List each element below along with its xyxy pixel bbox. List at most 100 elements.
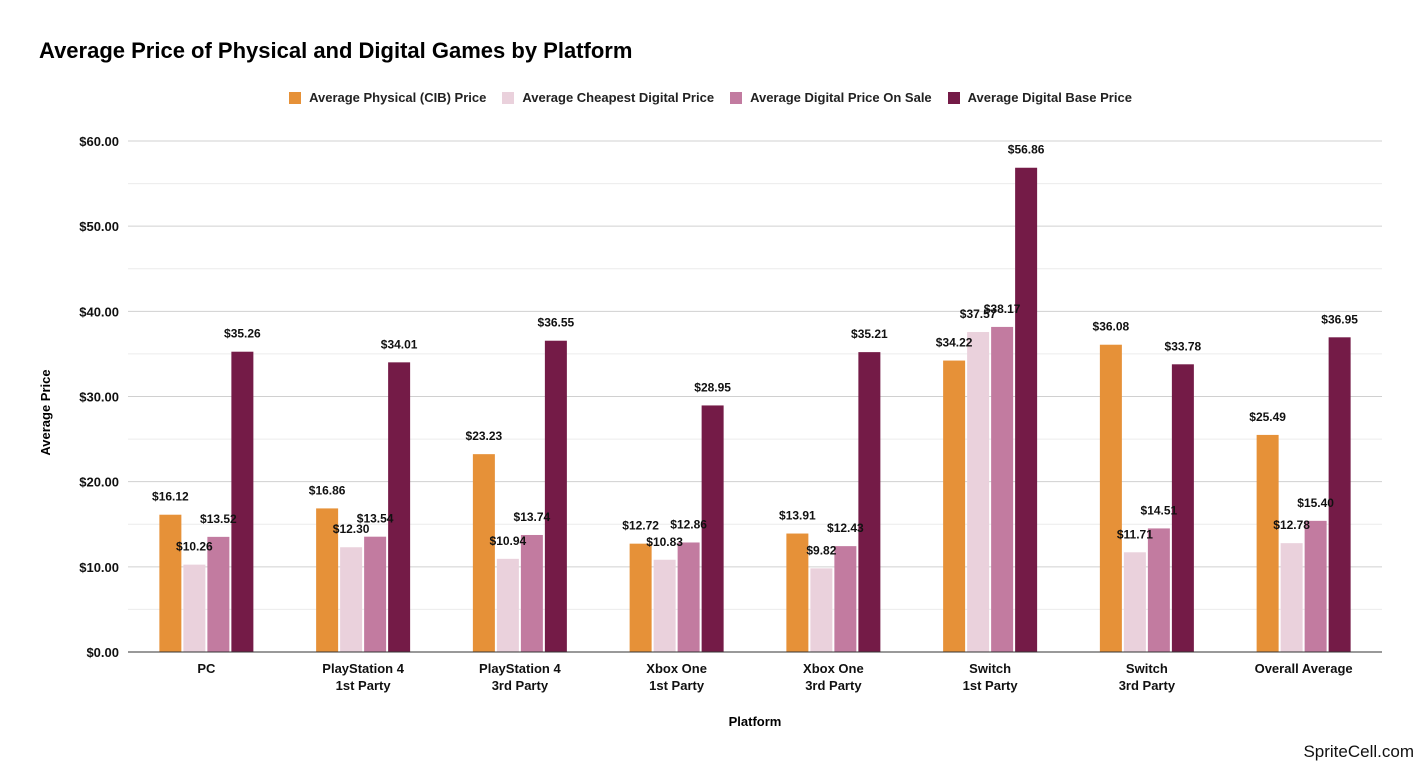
data-label: $16.12 <box>152 490 189 504</box>
legend-item-digital-base: Average Digital Base Price <box>947 90 1132 105</box>
y-tick-label: $0.00 <box>86 645 119 660</box>
data-label: $12.72 <box>622 519 659 533</box>
bar <box>231 351 254 652</box>
bar <box>544 340 567 652</box>
bar <box>1256 434 1279 652</box>
data-label: $34.22 <box>936 336 973 350</box>
bar <box>472 454 495 652</box>
data-label: $10.94 <box>490 534 527 548</box>
legend-swatch-digital-sale <box>730 91 743 104</box>
bar <box>1328 337 1351 652</box>
data-label: $13.54 <box>357 512 394 526</box>
bar <box>340 547 363 652</box>
data-label: $33.78 <box>1165 339 1202 353</box>
data-label: $56.86 <box>1008 143 1045 157</box>
bar <box>701 405 724 652</box>
data-label: $16.86 <box>309 483 346 497</box>
y-tick-label: $50.00 <box>79 219 119 234</box>
bar <box>991 326 1014 652</box>
bar <box>207 536 230 652</box>
x-tick-label: Overall Average <box>1255 661 1353 676</box>
data-label: $36.55 <box>538 316 575 330</box>
bars <box>159 167 1351 652</box>
data-label: $38.17 <box>984 302 1021 316</box>
legend-swatch-physical <box>289 91 302 104</box>
y-axis-title: Average Price <box>38 369 53 455</box>
bar <box>1015 167 1038 652</box>
bar <box>834 546 857 652</box>
data-label: $14.51 <box>1141 503 1178 517</box>
bar <box>316 508 339 652</box>
legend-swatch-cheapest-digital <box>502 91 515 104</box>
data-label: $15.40 <box>1297 496 1334 510</box>
data-label: $36.08 <box>1093 320 1130 334</box>
y-tick-label: $60.00 <box>79 134 119 149</box>
bar <box>1304 520 1327 652</box>
y-tick-label: $30.00 <box>79 390 119 405</box>
x-axis-title: Platform <box>729 714 782 729</box>
legend-swatch-digital-base <box>947 91 960 104</box>
bar <box>1123 552 1146 652</box>
data-labels: $16.12$10.26$13.52$35.26$16.86$12.30$13.… <box>152 143 1358 558</box>
x-axis-ticks: PC PlayStation 4 1st Party PlayStation 4 3rd… <box>197 661 1352 693</box>
bar <box>159 514 182 652</box>
x-tick-label: PlayStation 4 3rd Party <box>479 661 561 693</box>
data-label: $35.26 <box>224 327 261 341</box>
bar <box>1099 344 1122 652</box>
bar <box>967 332 990 652</box>
legend-item-physical: Average Physical (CIB) Price <box>289 90 486 105</box>
x-tick-label: PlayStation 4 1st Party <box>322 661 404 693</box>
data-label: $34.01 <box>381 337 418 351</box>
bar <box>1147 528 1170 652</box>
bar <box>496 558 519 652</box>
bar <box>183 564 206 652</box>
y-axis-ticks: $0.00 $10.00 $20.00 $30.00 $40.00 $50.00 $60.0… <box>79 134 119 660</box>
data-label: $23.23 <box>466 429 503 443</box>
data-label: $12.43 <box>827 521 864 535</box>
bar <box>786 533 809 652</box>
data-label: $28.95 <box>694 380 731 394</box>
x-tick-label: PC <box>197 661 216 676</box>
legend-label-digital-base: Average Digital Base Price <box>967 90 1132 105</box>
bar <box>858 352 881 652</box>
legend-item-digital-sale: Average Digital Price On Sale <box>730 90 932 105</box>
site-credit: SpriteCell.com <box>1303 742 1414 761</box>
y-tick-label: $20.00 <box>79 475 119 490</box>
y-tick-label: $10.00 <box>79 560 119 575</box>
data-label: $25.49 <box>1249 410 1286 424</box>
grid-lines <box>128 140 1382 610</box>
x-tick-label: Switch 1st Party <box>963 661 1019 693</box>
bar <box>1171 364 1194 652</box>
x-tick-label: Switch 3rd Party <box>1119 661 1176 693</box>
bar <box>653 559 676 652</box>
data-label: $9.82 <box>806 543 836 557</box>
data-label: $12.86 <box>670 517 707 531</box>
x-tick-label: Xbox One 1st Party <box>646 661 707 693</box>
bar <box>629 543 652 652</box>
data-label: $10.83 <box>646 535 683 549</box>
data-label: $13.91 <box>779 509 816 523</box>
data-label: $10.26 <box>176 540 213 554</box>
data-label: $12.78 <box>1273 518 1310 532</box>
legend-label-digital-sale: Average Digital Price On Sale <box>750 90 932 105</box>
x-tick-label: Xbox One 3rd Party <box>803 661 864 693</box>
bar <box>677 542 700 652</box>
data-label: $12.30 <box>333 522 370 536</box>
data-label: $11.71 <box>1117 527 1153 541</box>
chart-title: Average Price of Physical and Digital Ga… <box>39 38 633 63</box>
bar <box>388 362 411 652</box>
bar <box>1280 543 1303 652</box>
data-label: $13.52 <box>200 512 237 526</box>
bar <box>943 360 966 652</box>
bar <box>810 568 833 652</box>
bar <box>520 534 543 652</box>
chart-legend: Average Physical (CIB) Price Average Che… <box>0 90 1421 105</box>
y-tick-label: $40.00 <box>79 304 119 319</box>
data-label: $37.57 <box>960 307 997 321</box>
legend-label-cheapest-digital: Average Cheapest Digital Price <box>522 90 715 105</box>
data-label: $36.95 <box>1321 312 1358 326</box>
legend-item-cheapest-digital: Average Cheapest Digital Price <box>502 90 714 105</box>
legend-label-physical: Average Physical (CIB) Price <box>309 90 487 105</box>
bar <box>364 536 387 652</box>
